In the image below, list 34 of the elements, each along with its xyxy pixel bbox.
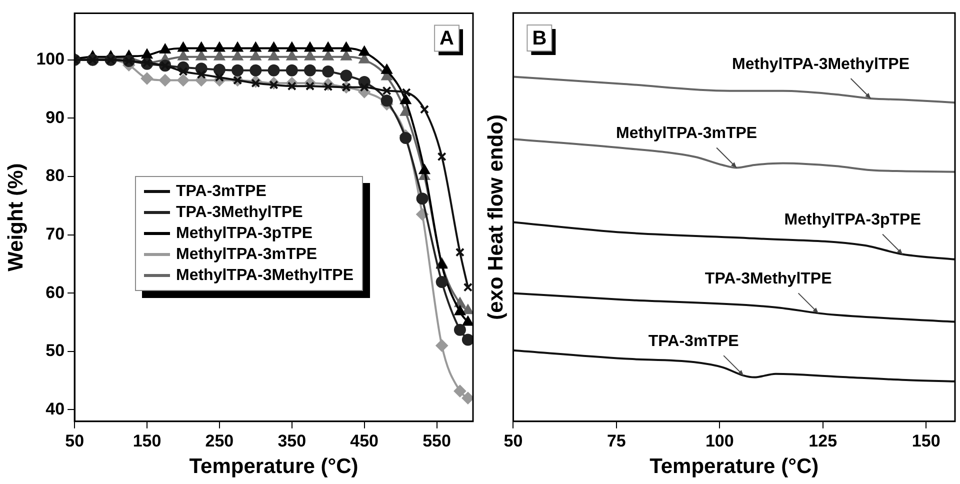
x-tick-label: 150 [132,431,162,450]
annotation: TPA-3MethylTPE [704,270,832,288]
y-tick-label: 50 [46,341,65,360]
annotation: MethylTPA-3mTPE [616,125,758,142]
y-tick-label: 70 [46,224,65,244]
x-axis-title: Temperature (°C) [189,455,358,478]
y-axis-title: Weight (%) [4,163,28,272]
y-tick-label: 60 [46,282,65,302]
annotation: MethylTPA-3MethylTPE [732,56,910,73]
x-tick-label: 50 [65,431,84,450]
text: B [532,28,547,50]
x-tick-label: 50 [504,431,523,450]
x-tick-label: 250 [205,431,234,450]
annotation: MethylTPA-3pTPE [784,212,922,229]
legend-label: TPA-3mTPE [176,182,266,202]
legend-label: TPA-3MethylTPE [176,203,303,223]
x-tick-label: 75 [606,431,626,450]
y-tick-label: 100 [36,50,65,69]
x-tick-label: 150 [912,431,940,450]
y-tick-label: 80 [46,166,65,186]
x-tick-label: 125 [808,431,838,450]
legend-label: MethylTPA-3MethylTPE [176,266,354,286]
x-tick-label: 450 [350,431,379,450]
y-tick-label: 90 [46,108,65,127]
x-tick-label: 350 [278,431,306,450]
y-tick-label: 40 [46,399,65,418]
x-tick-label: 100 [705,431,734,450]
y-axis-title: (exo Heat flow endo) [484,114,508,320]
legend-label: MethylTPA-3mTPE [176,245,318,265]
legend-label: MethylTPA-3pTPE [176,224,313,244]
x-tick-label: 550 [422,431,451,450]
annotation: TPA-3mTPE [648,332,740,350]
x-axis-title: Temperature (°C) [650,455,819,478]
annotation: A [440,28,454,50]
